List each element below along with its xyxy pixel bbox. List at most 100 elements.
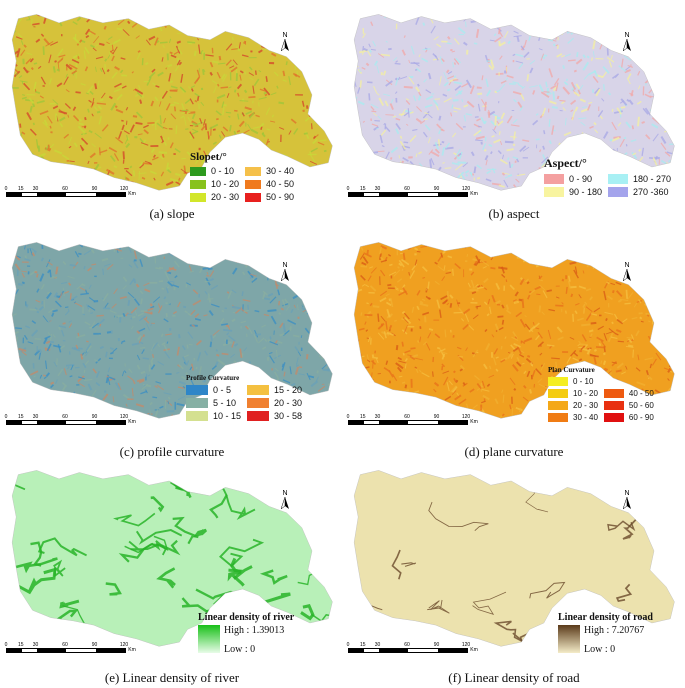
scale-unit: Km [128,647,136,653]
road-line [529,581,566,599]
legend-item: 10 - 20 [548,389,598,398]
legend-label: 10 - 15 [213,411,242,421]
legend-title: Linear density of river [198,612,295,623]
panel-plane-curvature: N 0 15 30 60 90 120 Km Plan Curvature 0 - 10 10 … [344,234,684,454]
north-arrow: N [620,32,634,51]
road-line [472,591,507,616]
north-label: N [282,32,288,39]
scale-segment [7,421,22,424]
legend-label: 50 - 90 [266,192,295,202]
road-line [528,476,547,490]
legend-item: 40 - 50 [245,179,294,189]
legend-label: 0 - 10 [573,377,594,386]
legend-label: 10 - 20 [573,389,598,398]
scale-tick-label: 30 [374,642,381,648]
scale-segment [36,193,66,196]
scale-tick-label: 60 [404,186,410,192]
road-line [668,524,675,539]
river-line [192,528,207,538]
scale-bar-graphic [348,192,468,197]
road-line [373,627,413,639]
scale-ticks: 0 15 30 60 90 120 Km [5,642,136,653]
river-line [105,582,122,596]
scale-tick-label: 30 [32,414,39,420]
scale-ticks: 0 15 30 60 90 120 Km [347,414,478,425]
north-arrow: N [620,490,634,509]
panel-aspect: N 0 15 30 60 90 120 Km Aspect/° 0 - 90 180 - 270… [344,6,684,226]
scale-segment [66,193,96,196]
panel-river-density: N 0 15 30 60 90 120 Km Linear density of river… [2,462,342,682]
river-line [313,470,333,473]
scale-segment [378,649,408,652]
legend-swatch [548,413,568,422]
scale-segment [437,193,467,196]
legend-label: 270 -360 [633,187,669,197]
river-line [12,614,38,623]
river-line [12,557,58,574]
river-line [156,567,176,589]
scale-segment [7,193,22,196]
river-line [299,473,318,491]
legend-item: 60 - 90 [603,413,654,422]
river-line [52,630,65,641]
legend-label: 20 - 30 [211,192,240,202]
road-line [354,593,383,611]
legend-label: 50 - 60 [628,401,654,410]
scale-segment [363,649,379,652]
legend-gradient-swatch [558,625,580,653]
north-label: N [624,490,630,497]
scale-segment [378,193,408,196]
river-line [310,603,333,623]
scale-segment [363,193,379,196]
north-arrow-icon [281,497,289,509]
legend-swatch [245,179,262,189]
river-line [212,470,249,481]
legend-high-label: High : 1.39013 [224,625,285,636]
scale-tick-label: 15 [359,414,366,420]
scale-tick-label: 15 [17,186,24,192]
legend-low-label: Low : 0 [584,644,616,655]
scale-segment [349,421,364,424]
legend-swatch [245,166,262,176]
profile-curvature-legend: Profile Curvature 0 - 5 15 - 20 5 - 10 20 - … [186,374,302,424]
river-line [296,470,324,481]
scale-segment [363,421,379,424]
scale-ticks: 0 15 30 60 90 120 Km [347,186,478,197]
legend-swatch [608,187,629,197]
scale-tick-label: 15 [17,414,24,420]
scale-ticks: 0 15 30 60 90 120 Km [347,642,478,653]
scale-bar: 0 15 30 60 90 120 Km [5,642,136,653]
scale-segment [36,421,66,424]
panel-road-density: N 0 15 30 60 90 120 Km Linear density of road H… [344,462,684,682]
legend-title: Profile Curvature [186,374,240,382]
scale-unit: Km [128,419,136,425]
legend-label: 20 - 30 [573,401,598,410]
scale-bar: 0 15 30 60 90 120 Km [5,186,136,197]
river-line [59,599,80,609]
scale-segment [95,649,125,652]
north-label: N [624,32,630,39]
river-line [30,541,43,567]
legend-label: 0 - 90 [569,174,593,184]
scale-tick-label: 90 [91,642,98,648]
road-line [401,562,417,567]
road-line [648,476,657,493]
legend-label: 0 - 10 [211,166,235,176]
legend-swatch [186,411,208,421]
north-label: N [282,490,288,497]
road-line [519,632,548,647]
slope-map [11,13,333,191]
scale-tick-label: 90 [91,414,98,420]
scale-tick-label: 15 [359,186,366,192]
river-line [313,518,333,533]
river-line [53,559,66,578]
river-line [124,535,169,554]
scale-segment [349,649,364,652]
river-line [12,470,26,491]
scale-bar-graphic [6,648,126,653]
legend-swatch [247,398,270,408]
legend-gradient-row: High : 7.20767 Low : 0 [558,625,653,655]
river-line [118,539,181,563]
caption-c: (c) profile curvature [119,444,225,459]
river-line [173,482,192,499]
